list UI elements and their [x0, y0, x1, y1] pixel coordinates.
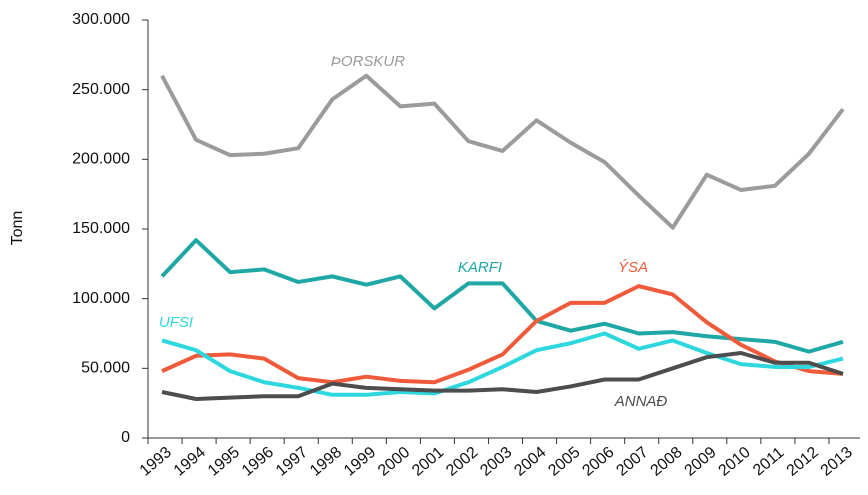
y-tick-label: 50.000 [81, 360, 130, 377]
x-tick-label: 1999 [341, 444, 379, 480]
y-tick-label: 0 [121, 429, 130, 446]
x-tick-label: 2011 [750, 444, 787, 479]
x-tick-label: 2002 [443, 444, 481, 480]
y-tick-label: 250.000 [72, 81, 130, 98]
series-label: ÝSA [618, 259, 648, 276]
x-tick-label: 2013 [818, 444, 856, 480]
series-line [160, 73, 845, 230]
series-label: ANNAÐ [614, 393, 668, 410]
series-line [160, 238, 844, 354]
x-tick-label: 2012 [784, 444, 822, 480]
y-axis-label: Tonn [9, 211, 26, 246]
x-tick-label: 2005 [545, 444, 583, 480]
y-tick-label: 300.000 [72, 11, 130, 28]
x-tick-label: 1993 [137, 444, 175, 480]
x-tick-label: 2008 [647, 444, 685, 480]
x-tick-label: 1998 [307, 444, 345, 480]
x-tick-label: 2000 [375, 444, 413, 480]
x-tick-label: 2001 [409, 444, 447, 480]
y-tick-label: 100.000 [72, 290, 130, 307]
x-tick-label: 1997 [273, 444, 311, 480]
series-line [161, 331, 844, 397]
x-tick-label: 2003 [477, 444, 515, 480]
series-label: UFSI [159, 314, 193, 331]
x-tick-label: 2009 [682, 444, 720, 480]
series-label: ÞORSKUR [331, 53, 405, 70]
series-line [161, 284, 844, 385]
x-tick-label: 2007 [613, 444, 651, 480]
y-tick-label: 200.000 [72, 151, 130, 168]
x-tick-label: 1994 [171, 444, 209, 480]
x-tick-label: 2006 [579, 444, 617, 480]
y-tick-label: 150.000 [72, 220, 130, 237]
series-label: KARFI [458, 259, 502, 276]
x-tick-label: 2010 [716, 444, 754, 480]
x-tick-label: 1996 [239, 444, 277, 480]
x-tick-label: 2004 [511, 444, 549, 480]
series-line [161, 351, 844, 401]
x-tick-label: 1995 [205, 444, 243, 480]
